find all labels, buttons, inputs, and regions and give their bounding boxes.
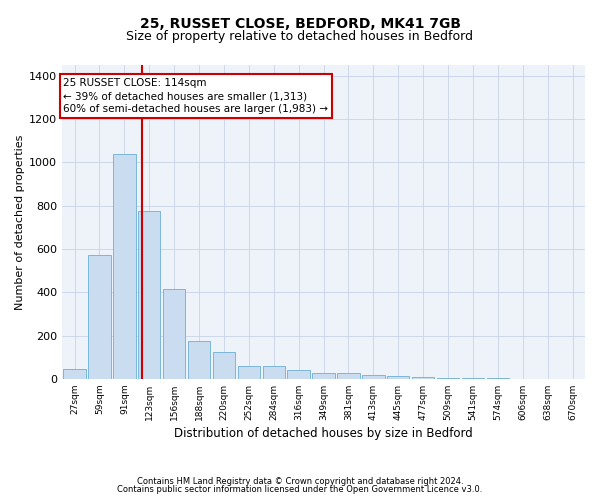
Bar [113, 154, 136, 379]
X-axis label: Distribution of detached houses by size in Bedford: Distribution of detached houses by size … [174, 427, 473, 440]
Bar [337, 374, 359, 379]
Bar [313, 374, 335, 379]
Bar [287, 370, 310, 379]
Bar [437, 378, 459, 379]
Bar [238, 366, 260, 379]
Bar [138, 211, 160, 379]
Bar [163, 289, 185, 379]
Text: 25, RUSSET CLOSE, BEDFORD, MK41 7GB: 25, RUSSET CLOSE, BEDFORD, MK41 7GB [139, 18, 461, 32]
Bar [64, 369, 86, 379]
Bar [412, 376, 434, 379]
Bar [213, 352, 235, 379]
Bar [462, 378, 484, 379]
Text: Size of property relative to detached houses in Bedford: Size of property relative to detached ho… [127, 30, 473, 43]
Text: Contains public sector information licensed under the Open Government Licence v3: Contains public sector information licen… [118, 485, 482, 494]
Bar [188, 341, 210, 379]
Bar [387, 376, 409, 379]
Text: 25 RUSSET CLOSE: 114sqm
← 39% of detached houses are smaller (1,313)
60% of semi: 25 RUSSET CLOSE: 114sqm ← 39% of detache… [64, 78, 328, 114]
Bar [88, 256, 111, 379]
Bar [362, 375, 385, 379]
Bar [263, 366, 285, 379]
Y-axis label: Number of detached properties: Number of detached properties [15, 134, 25, 310]
Text: Contains HM Land Registry data © Crown copyright and database right 2024.: Contains HM Land Registry data © Crown c… [137, 477, 463, 486]
